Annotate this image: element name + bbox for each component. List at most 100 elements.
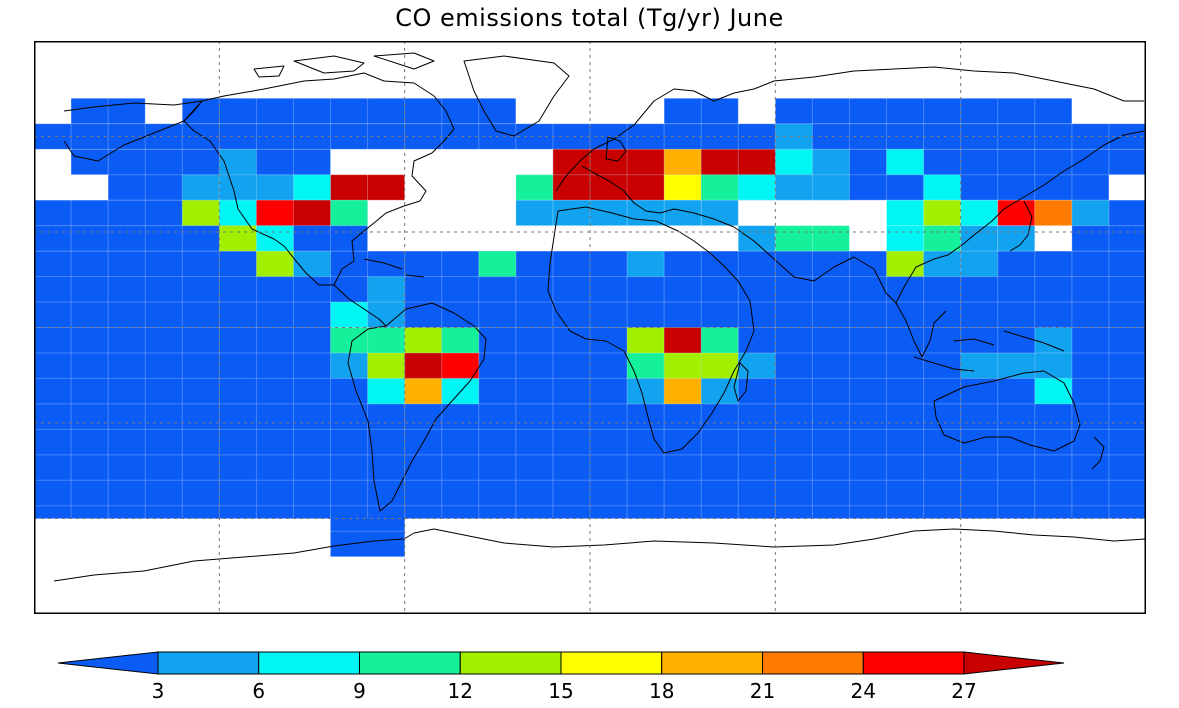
- heatmap-band: [664, 98, 739, 124]
- heatmap-cell: [552, 200, 590, 226]
- heatmap-cell: [627, 149, 665, 175]
- heatmap-cell: [960, 225, 998, 252]
- heatmap-cell: [367, 276, 405, 303]
- heatmap-cell: [256, 251, 294, 277]
- heatmap-cell: [664, 352, 702, 379]
- page-title: CO emissions total (Tg/yr) June: [395, 4, 784, 32]
- heatmap-cell: [330, 302, 368, 328]
- heatmap-cell: [441, 327, 479, 353]
- heatmap-cell: [367, 378, 405, 404]
- heatmap-cell: [293, 174, 331, 201]
- heatmap-cell: [1034, 378, 1072, 404]
- colorbar-tick-label: 15: [548, 679, 573, 703]
- heatmap-cell: [701, 174, 739, 201]
- colorbar-tick-label: 27: [951, 679, 976, 703]
- heatmap-cell: [1034, 352, 1072, 379]
- heatmap-cell: [960, 200, 998, 226]
- heatmap-cell: [219, 200, 257, 226]
- map-frame: [34, 41, 1146, 614]
- heatmap-cell: [664, 378, 702, 404]
- heatmap-cell: [441, 352, 479, 379]
- heatmap-cell: [923, 200, 961, 226]
- heatmap-cell: [738, 352, 776, 379]
- heatmap-cell: [886, 251, 924, 277]
- heatmap-cell: [775, 149, 813, 175]
- heatmap-cell: [590, 174, 628, 201]
- heatmap-cell: [886, 200, 924, 226]
- heatmap-cell: [664, 327, 702, 353]
- heatmap-cell: [775, 174, 813, 201]
- colorbar-tick-label: 18: [649, 679, 674, 703]
- heatmap-cell: [552, 174, 590, 201]
- heatmap-cell: [923, 174, 961, 201]
- colorbar-tick-label: 9: [353, 679, 366, 703]
- heatmap-cell: [886, 149, 924, 175]
- colorbar-segment: [862, 651, 965, 675]
- heatmap-band: [71, 149, 109, 175]
- colorbar-high-arrow: [963, 651, 1065, 675]
- colorbar-tick-label: 6: [252, 679, 265, 703]
- heatmap-cell: [330, 327, 368, 353]
- heatmap-cell: [256, 174, 294, 201]
- colorbar-tick-label: 24: [851, 679, 876, 703]
- map-canvas: [34, 41, 1146, 614]
- colorbar-tick-label: 12: [448, 679, 473, 703]
- colorbar-segment: [560, 651, 663, 675]
- heatmap-cell: [219, 174, 257, 201]
- heatmap-cell: [293, 200, 331, 226]
- heatmap-cell: [515, 174, 553, 201]
- colorbar-segment: [661, 651, 763, 675]
- reference-gridlines: [34, 41, 1146, 614]
- heatmap-cell: [293, 251, 331, 277]
- heatmap-cell: [812, 225, 850, 252]
- heatmap-cell: [997, 200, 1035, 226]
- heatmap-cell: [256, 225, 294, 252]
- heatmap-band: [71, 98, 146, 124]
- heatmap-cell: [812, 149, 850, 175]
- heatmap-cell: [590, 149, 628, 175]
- heatmap-cell: [182, 200, 220, 226]
- heatmap-cell: [1034, 200, 1072, 226]
- heatmap-cell: [923, 251, 961, 277]
- heatmap-cell: [256, 200, 294, 226]
- heatmap-cell: [478, 251, 516, 277]
- heatmap-cell: [701, 149, 739, 175]
- heatmap-cell: [367, 352, 405, 379]
- heatmap-cell: [627, 174, 665, 201]
- heatmap-cell: [330, 200, 368, 226]
- emissions-map: [34, 41, 1146, 614]
- heatmap-cell: [367, 174, 405, 201]
- heatmap-cell: [960, 251, 998, 277]
- heatmap-cell: [738, 174, 776, 201]
- colorbar-tick-labels: 3 6 9 12 15 18 21 24 27: [152, 679, 977, 703]
- heatmap-cell: [886, 225, 924, 252]
- heatmap-cell: [997, 352, 1035, 379]
- heatmap-band: [775, 98, 1072, 124]
- heatmap-cell: [664, 200, 702, 226]
- heatmap-band: [330, 518, 405, 557]
- heatmap-cell: [664, 174, 702, 201]
- heatmap-cell: [330, 174, 368, 201]
- heatmap-cell: [627, 378, 665, 404]
- colorbar-tick-label: 3: [152, 679, 165, 703]
- colorbar: 3 6 9 12 15 18 21 24 27: [57, 648, 1065, 708]
- colorbar-segment: [762, 651, 864, 675]
- heatmap-cell: [590, 200, 628, 226]
- heatmap-cell: [627, 327, 665, 353]
- colorbar-low-arrow: [57, 651, 159, 675]
- colorbar-segment: [258, 651, 360, 675]
- heatmap-cell: [701, 327, 739, 353]
- heatmap-cell: [515, 200, 553, 226]
- heatmap-cell: [664, 149, 702, 175]
- heatmap-cell: [404, 327, 442, 353]
- heatmap-band: [1108, 149, 1146, 175]
- heatmap-cell: [219, 225, 257, 252]
- colorbar-tick-label: 21: [750, 679, 775, 703]
- heatmap-cell: [738, 149, 776, 175]
- heatmap-cell: [775, 225, 813, 252]
- heatmap-cell: [923, 225, 961, 252]
- colorbar-segment: [157, 651, 260, 675]
- colorbar-segment: [459, 651, 562, 675]
- heatmap-cell: [1034, 327, 1072, 353]
- heatmap-cell: [1071, 200, 1109, 226]
